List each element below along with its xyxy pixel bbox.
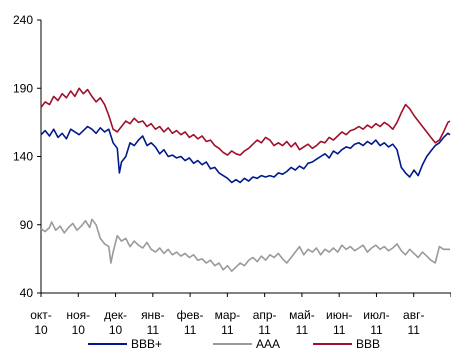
y-tick-label: 90 — [20, 218, 34, 232]
x-tick-label-month: авг- — [403, 308, 424, 322]
y-axis: 40 90 140 190 240 — [13, 13, 42, 300]
series-line-bbb-plus — [40, 125, 451, 184]
x-tick-label-month: окт- — [30, 308, 52, 322]
legend-label: BBB — [356, 337, 380, 350]
x-tick-label-month: апр- — [253, 308, 277, 322]
x-tick-label-month: ноя- — [66, 308, 90, 322]
x-tick-label-month: фев- — [177, 308, 204, 322]
y-tick-label: 140 — [13, 150, 33, 164]
x-tick-label-year: 11 — [258, 323, 271, 337]
x-tick-label-year: 11 — [407, 323, 420, 337]
legend: BBB+ AAA BBB — [88, 337, 380, 350]
x-tick-label-year: 11 — [221, 323, 234, 337]
series-line-aaa — [40, 218, 450, 273]
y-tick-label: 40 — [20, 286, 34, 300]
x-tick-label-month: май- — [289, 308, 315, 322]
x-tick-label-year: 10 — [34, 323, 48, 337]
x-tick-label-year: 11 — [296, 323, 309, 337]
x-tick-label-year: 11 — [184, 323, 197, 337]
legend-label: AAA — [256, 337, 280, 350]
series-lines — [40, 87, 451, 273]
x-axis: окт-10ноя-10дек-10янв-11фев-11мар-11апр-… — [30, 292, 451, 337]
x-tick-label-year: 11 — [370, 323, 383, 337]
x-tick-label-month: июн- — [326, 308, 352, 322]
x-tick-label-month: дек- — [104, 308, 127, 322]
x-tick-label-month: янв- — [141, 308, 165, 322]
y-tick-label: 240 — [13, 13, 33, 27]
x-tick-label-year: 10 — [72, 323, 86, 337]
series-line-bbb — [40, 87, 451, 156]
x-tick-label-year: 10 — [109, 323, 123, 337]
x-tick-label-year: 11 — [333, 323, 346, 337]
x-tick-label-month: мар- — [215, 308, 241, 322]
y-tick-label: 190 — [13, 81, 33, 95]
legend-label: BBB+ — [131, 337, 162, 350]
x-tick-label-month: июл- — [363, 308, 389, 322]
x-tick-label-year: 11 — [147, 323, 160, 337]
